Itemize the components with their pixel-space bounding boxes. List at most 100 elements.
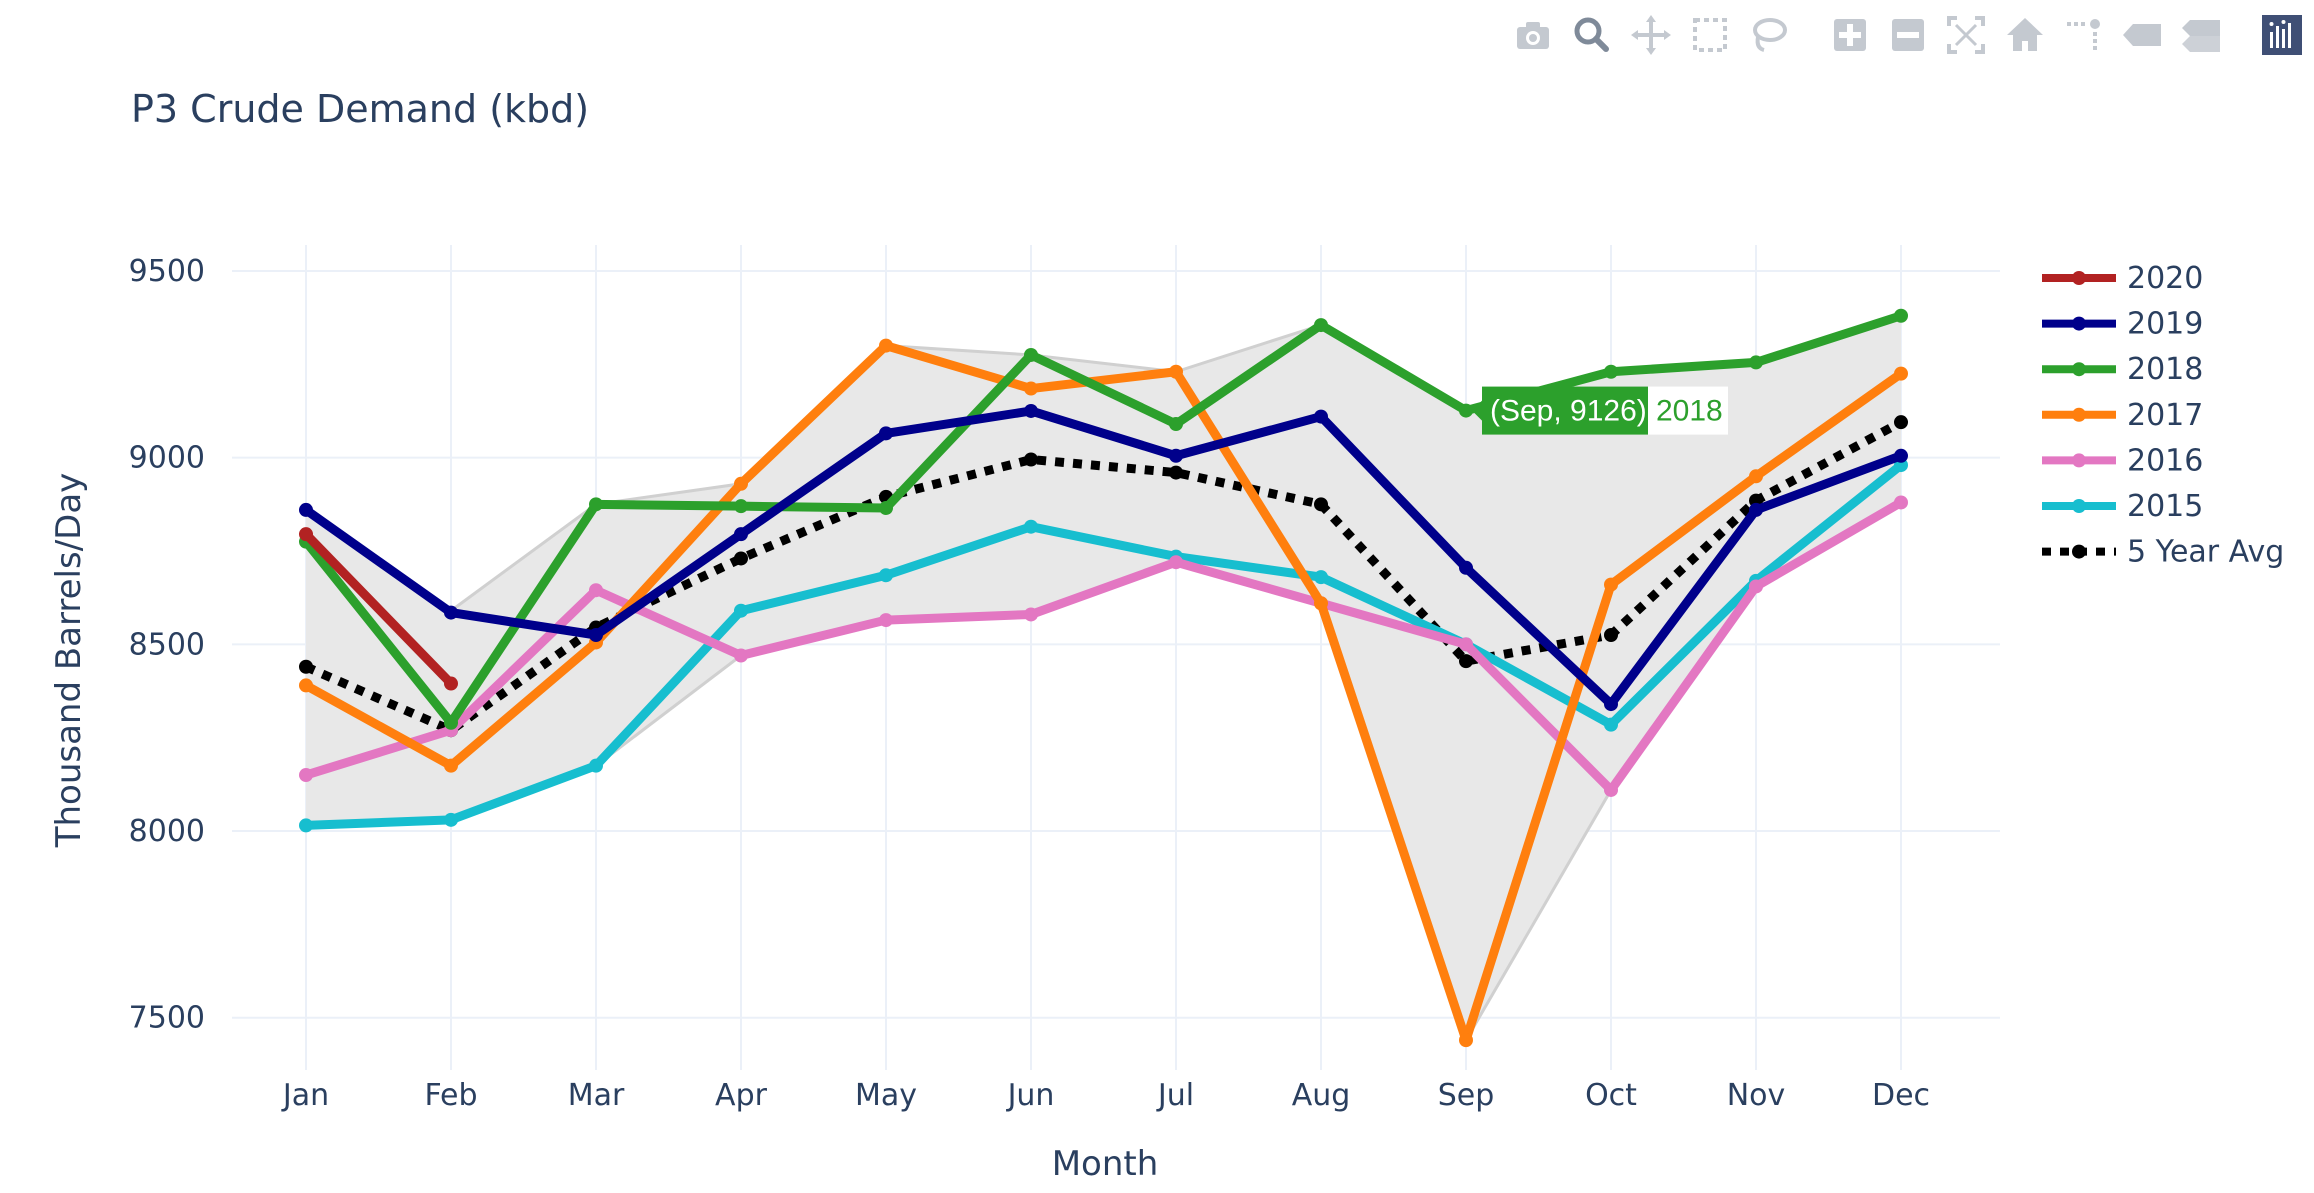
data-point[interactable] — [1749, 502, 1763, 517]
series-line-2015 — [305, 461, 1904, 830]
data-point[interactable] — [1459, 637, 1473, 652]
series-line-2020 — [302, 531, 455, 687]
data-point[interactable] — [1024, 347, 1038, 362]
legend-item-2016[interactable]: 2016 — [2042, 443, 2203, 478]
legend-marker — [2072, 499, 2086, 513]
home-icon — [2007, 18, 2043, 51]
legend-item-2015[interactable]: 2015 — [2042, 489, 2203, 524]
data-point[interactable] — [879, 568, 893, 583]
data-point[interactable] — [299, 659, 313, 674]
data-point[interactable] — [1314, 497, 1328, 512]
hover-closest-button[interactable] — [2117, 10, 2167, 60]
data-point[interactable] — [879, 426, 893, 441]
data-point[interactable] — [1604, 697, 1618, 712]
data-point[interactable] — [1894, 308, 1908, 323]
pan-button[interactable] — [1626, 10, 1676, 60]
data-point[interactable] — [444, 812, 458, 827]
series-line-5-year-avg — [304, 418, 1904, 735]
data-point[interactable] — [1169, 417, 1183, 432]
data-point[interactable] — [444, 605, 458, 620]
data-point[interactable] — [879, 338, 893, 353]
data-point[interactable] — [1459, 560, 1473, 575]
legend-item-2020[interactable]: 2020 — [2042, 261, 2203, 296]
spike-lines-button[interactable] — [2059, 10, 2109, 60]
data-point[interactable] — [879, 501, 893, 516]
plotly-logo-button[interactable] — [2257, 10, 2307, 60]
autoscale-button[interactable] — [1941, 10, 1991, 60]
legend-item-2019[interactable]: 2019 — [2042, 307, 2203, 342]
data-point[interactable] — [1604, 628, 1618, 642]
data-point[interactable] — [589, 497, 603, 512]
data-point[interactable] — [1604, 782, 1618, 797]
data-point[interactable] — [1749, 355, 1763, 370]
plotly-logo-icon — [2262, 15, 2302, 55]
legend-label: 2020 — [2127, 261, 2203, 296]
legend-label: 2016 — [2127, 443, 2203, 478]
data-point[interactable] — [1169, 448, 1183, 463]
data-point[interactable] — [1604, 717, 1618, 732]
data-point[interactable] — [734, 499, 748, 514]
data-point[interactable] — [1894, 366, 1908, 381]
data-point[interactable] — [1024, 381, 1038, 396]
data-point[interactable] — [1024, 519, 1038, 534]
data-point[interactable] — [1314, 318, 1328, 333]
data-point[interactable] — [1459, 654, 1473, 669]
data-point[interactable] — [1024, 403, 1038, 418]
data-point[interactable] — [1024, 452, 1038, 467]
data-point[interactable] — [1459, 1033, 1473, 1048]
data-point[interactable] — [589, 758, 603, 773]
data-point[interactable] — [1169, 555, 1183, 570]
data-point[interactable] — [734, 476, 748, 491]
data-point[interactable] — [1894, 448, 1908, 463]
x-axis-ticks: Jan Feb Mar Apr May Jun Jul Aug Sep Oct Nov Dec — [281, 1078, 1930, 1113]
data-point[interactable] — [444, 758, 458, 773]
reset-axes-button[interactable] — [2000, 10, 2050, 60]
zoom-in-button[interactable] — [1825, 10, 1875, 60]
x-axis-title: Month — [1052, 1144, 1159, 1184]
data-point[interactable] — [734, 648, 748, 663]
data-point[interactable] — [879, 613, 893, 628]
legend-item-2018[interactable]: 2018 — [2042, 352, 2203, 387]
data-point[interactable] — [299, 678, 313, 693]
download-plot-button[interactable] — [1508, 10, 1558, 60]
data-point[interactable] — [299, 502, 313, 517]
autoscale-icon — [1947, 16, 1985, 54]
data-point[interactable] — [444, 715, 458, 730]
data-point[interactable] — [1894, 415, 1908, 430]
data-point[interactable] — [1894, 495, 1908, 510]
zoom-out-button[interactable] — [1883, 10, 1933, 60]
data-point[interactable] — [1459, 403, 1473, 418]
data-point[interactable] — [1169, 364, 1183, 379]
spike-lines-icon — [2067, 19, 2100, 52]
data-point[interactable] — [1604, 577, 1618, 592]
data-point[interactable] — [1314, 409, 1328, 424]
data-point[interactable] — [734, 551, 748, 566]
data-point[interactable] — [299, 527, 313, 542]
zoom-button[interactable] — [1567, 10, 1617, 60]
series-lines — [299, 308, 1908, 1048]
x-tick-label: Jul — [1156, 1078, 1194, 1113]
data-point[interactable] — [589, 628, 603, 642]
x-tick-label: Feb — [424, 1078, 477, 1113]
data-point[interactable] — [1749, 579, 1763, 594]
data-point[interactable] — [1604, 364, 1618, 379]
legend-item-2017[interactable]: 2017 — [2042, 398, 2203, 433]
data-point[interactable] — [1314, 570, 1328, 585]
data-point[interactable] — [734, 527, 748, 542]
legend-item-5-year-avg[interactable]: 5 Year Avg — [2042, 535, 2284, 570]
data-point[interactable] — [444, 676, 458, 691]
legend-label: 2019 — [2127, 307, 2203, 342]
y-tick-label: 8500 — [129, 627, 205, 662]
data-point[interactable] — [299, 768, 313, 783]
data-point[interactable] — [1024, 607, 1038, 622]
hover-compare-button[interactable] — [2176, 10, 2226, 60]
data-point[interactable] — [734, 603, 748, 618]
data-point[interactable] — [1749, 469, 1763, 484]
data-point[interactable] — [1169, 465, 1183, 480]
series-2016 — [299, 495, 1908, 797]
data-point[interactable] — [589, 583, 603, 598]
box-select-button[interactable] — [1685, 10, 1735, 60]
lasso-select-button[interactable] — [1744, 10, 1794, 60]
data-point[interactable] — [1314, 596, 1328, 611]
data-point[interactable] — [299, 818, 313, 833]
